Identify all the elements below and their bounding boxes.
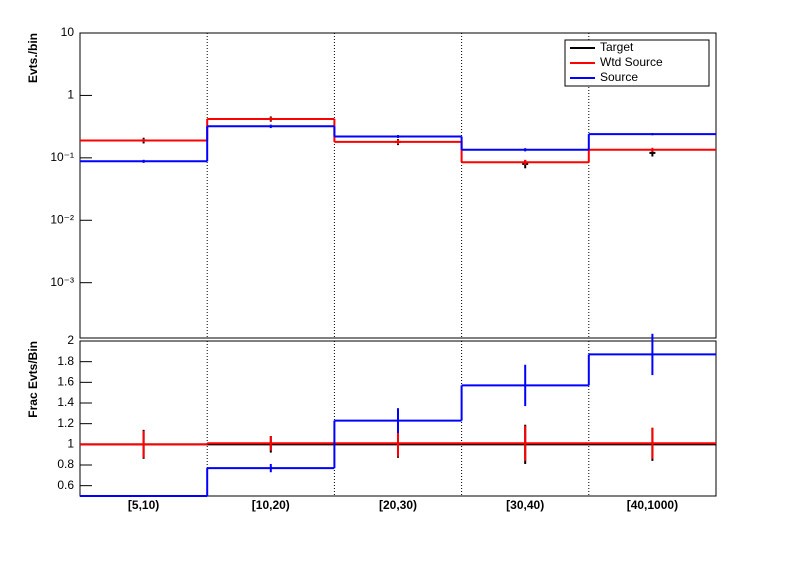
x-tick-label: [5,10)	[128, 498, 159, 512]
x-tick-label: [20,30)	[379, 498, 417, 512]
legend-label: Source	[600, 70, 638, 84]
x-tick-label: [10,20)	[252, 498, 290, 512]
y-tick-label: 10⁻²	[50, 212, 74, 226]
y-tick-label: 10⁻³	[50, 275, 74, 289]
y-tick-label: 0.6	[57, 478, 74, 492]
y-tick-label: 1	[67, 88, 74, 102]
y-tick-label: 1	[67, 437, 74, 451]
x-tick-label: [40,1000)	[627, 498, 678, 512]
y-tick-label: 10	[61, 25, 75, 39]
legend-label: Target	[600, 40, 634, 54]
plot-frame	[79, 32, 717, 339]
y-tick-label: 1.8	[57, 354, 74, 368]
legend-label: Wtd Source	[600, 55, 663, 69]
plot-frame	[79, 340, 717, 497]
y-tick-label: 0.8	[57, 457, 74, 471]
x-tick-label: [30,40)	[506, 498, 544, 512]
y-axis-title: Frac Evts/Bin	[26, 341, 40, 418]
y-tick-label: 1.6	[57, 375, 74, 389]
y-tick-label: 2	[67, 333, 74, 347]
y-tick-label: 1.2	[57, 416, 74, 430]
y-axis-title: Evts./bin	[26, 33, 40, 83]
y-tick-label: 10⁻¹	[50, 150, 74, 164]
y-tick-label: 1.4	[57, 395, 74, 409]
